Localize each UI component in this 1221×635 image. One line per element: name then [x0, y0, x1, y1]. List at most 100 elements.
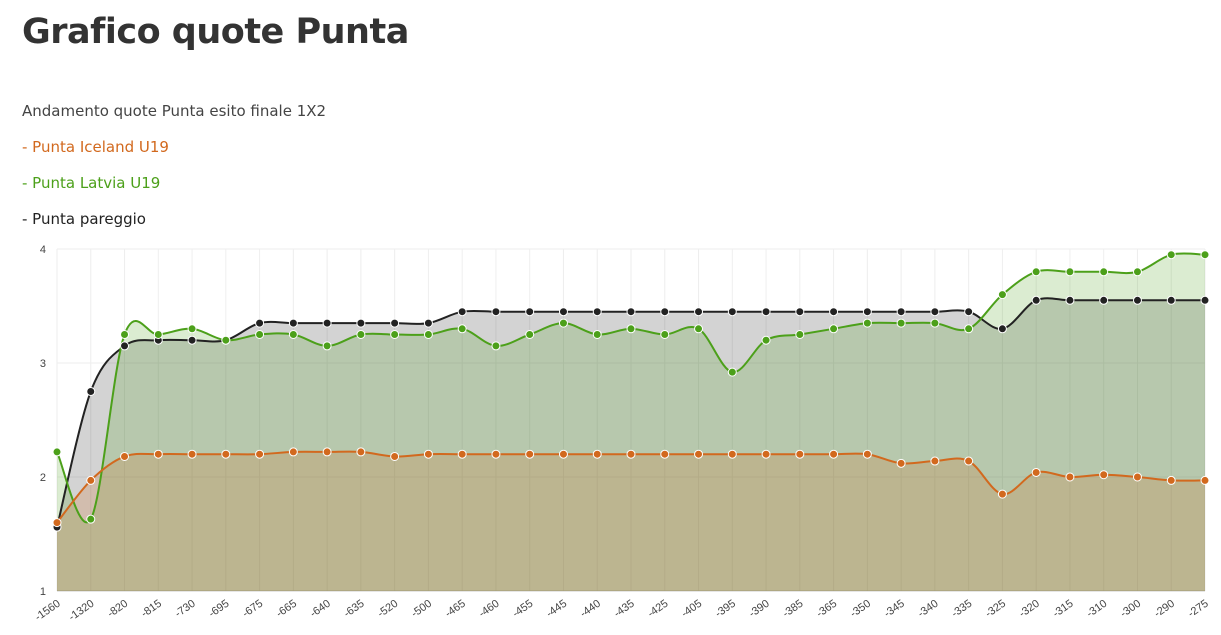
x-tick-label: -730	[173, 598, 198, 620]
area	[57, 253, 1205, 591]
point	[457, 307, 467, 317]
point	[356, 447, 366, 457]
point	[1099, 267, 1109, 277]
x-tick-label: -635	[342, 598, 367, 620]
point	[626, 307, 636, 317]
y-tick-label: 1	[40, 586, 46, 598]
point	[525, 449, 535, 459]
x-tick-label: -290	[1152, 598, 1177, 620]
legend-item: - Punta Latvia U19	[22, 174, 161, 192]
point	[1200, 250, 1210, 260]
point	[1132, 295, 1142, 305]
point	[322, 341, 332, 351]
point	[86, 475, 96, 485]
point	[727, 307, 737, 317]
point	[120, 341, 130, 351]
point	[660, 449, 670, 459]
x-tick-label: -275	[1186, 598, 1211, 620]
point	[930, 318, 940, 328]
point	[52, 447, 62, 457]
point	[1200, 295, 1210, 305]
x-tick-label: -445	[544, 598, 569, 620]
point	[1065, 295, 1075, 305]
point	[795, 330, 805, 339]
point	[964, 324, 974, 334]
point	[1166, 250, 1176, 260]
point	[288, 447, 298, 457]
point	[120, 451, 130, 461]
point	[322, 447, 332, 457]
point	[592, 449, 602, 459]
x-tick-label: -390	[747, 598, 772, 620]
x-tick-label: -465	[443, 598, 468, 620]
point	[1200, 475, 1210, 485]
point	[457, 324, 467, 334]
point	[997, 290, 1007, 300]
point	[997, 489, 1007, 499]
point	[795, 307, 805, 317]
point	[255, 318, 265, 328]
x-tick-label: -315	[1051, 598, 1076, 620]
point	[930, 456, 940, 466]
point	[221, 335, 231, 345]
point	[153, 449, 163, 459]
x-tick-label: -520	[375, 598, 400, 620]
x-tick-label: -440	[578, 598, 603, 620]
point	[423, 449, 433, 459]
point	[221, 449, 231, 459]
subtitle: Andamento quote Punta esito finale 1X2	[22, 102, 327, 120]
area	[57, 298, 1205, 591]
point	[829, 307, 839, 317]
page-title: Grafico quote Punta	[22, 12, 409, 52]
point	[592, 330, 602, 339]
x-tick-label: -640	[308, 598, 333, 620]
point	[1031, 295, 1041, 305]
point	[1065, 267, 1075, 277]
x-tick-label: -675	[240, 598, 265, 620]
point	[52, 518, 62, 528]
x-tick-label: -395	[713, 598, 738, 620]
point	[457, 449, 467, 459]
point	[761, 335, 771, 345]
y-tick-label: 2	[40, 472, 46, 484]
point	[525, 330, 535, 339]
point	[187, 335, 197, 345]
point	[558, 318, 568, 328]
point	[356, 318, 366, 328]
point	[1099, 295, 1109, 305]
point	[592, 307, 602, 317]
x-tick-label: -820	[105, 598, 130, 620]
x-tick-label: -340	[916, 598, 941, 620]
point	[491, 307, 501, 317]
point	[390, 318, 400, 328]
point	[1065, 472, 1075, 482]
x-tick-label: -665	[274, 598, 299, 620]
point	[423, 330, 433, 339]
x-tick-label: -455	[510, 598, 535, 620]
point	[525, 307, 535, 317]
point	[390, 330, 400, 339]
point	[255, 330, 265, 339]
point	[255, 449, 265, 459]
point	[423, 318, 433, 328]
point	[862, 307, 872, 317]
y-tick-label: 4	[40, 244, 46, 256]
point	[660, 307, 670, 317]
point	[862, 449, 872, 459]
point	[896, 307, 906, 317]
point	[558, 307, 568, 317]
x-tick-label: -1560	[33, 598, 63, 624]
point	[626, 449, 636, 459]
point	[896, 318, 906, 328]
point	[862, 318, 872, 328]
point	[491, 341, 501, 351]
point	[997, 324, 1007, 334]
point	[1166, 475, 1176, 485]
point	[727, 449, 737, 459]
x-tick-label: -405	[679, 598, 704, 620]
legend-item: - Punta Iceland U19	[22, 138, 169, 156]
point	[1031, 267, 1041, 277]
point	[491, 449, 501, 459]
